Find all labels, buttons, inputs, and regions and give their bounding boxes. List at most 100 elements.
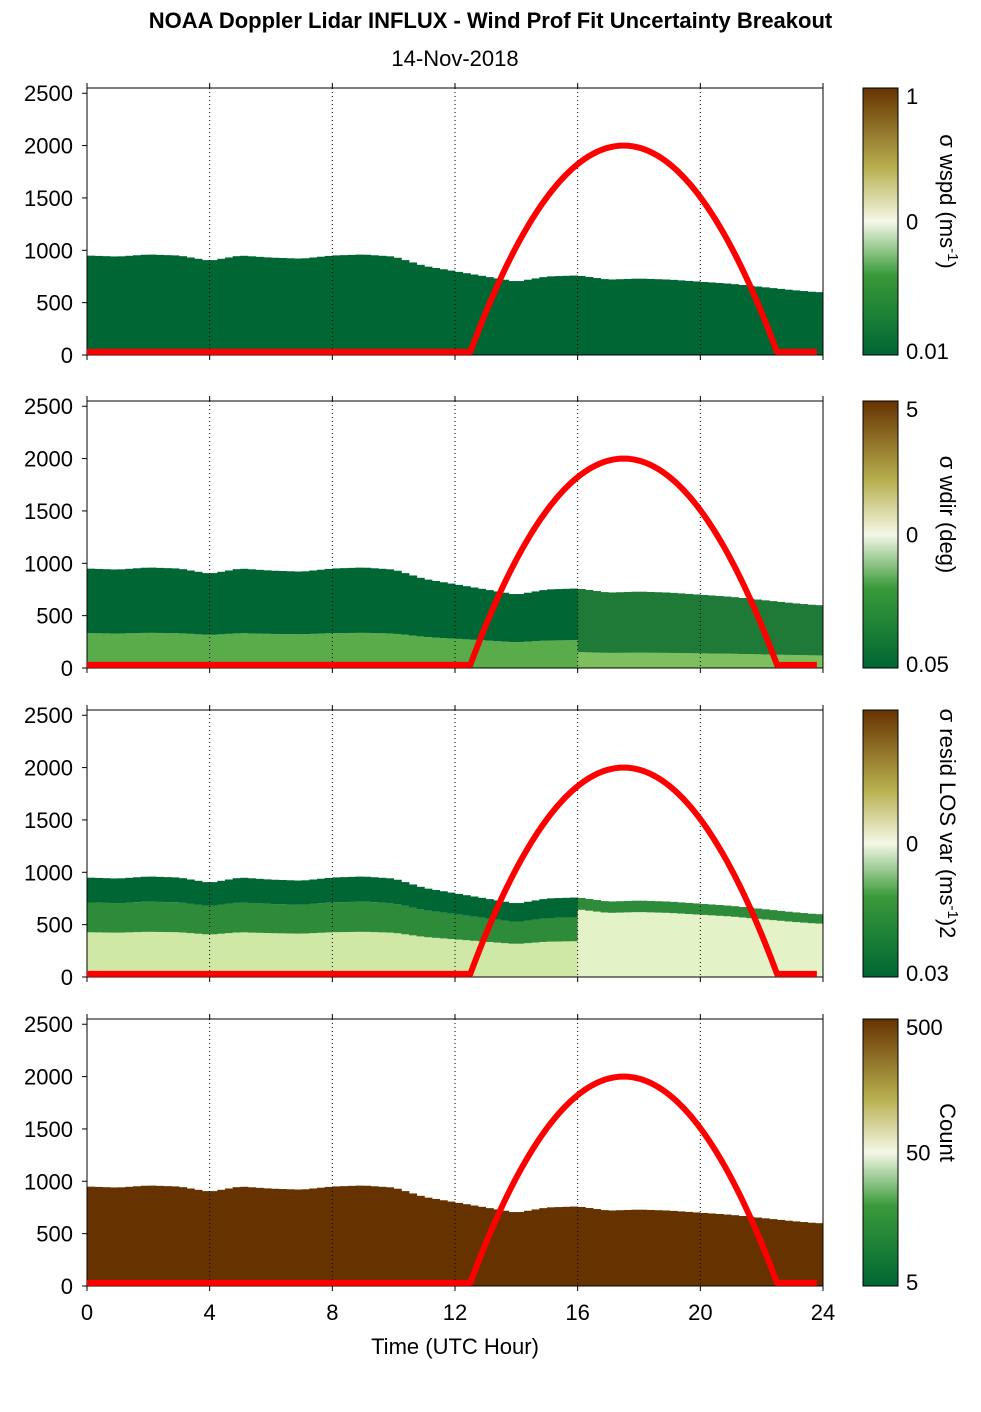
heatmap-cell [309,633,318,668]
heatmap-cell [232,902,241,933]
heatmap-cell [608,652,617,668]
heatmap-cell [493,1209,502,1286]
heatmap-cell [715,915,724,977]
heatmap-cell [455,1202,464,1286]
heatmap-cell [202,260,211,355]
heatmap-cell [455,584,464,639]
heatmap-cell [485,941,494,977]
heatmap-cell [186,570,195,634]
heatmap-cell [501,901,510,921]
heatmap-cell [554,1207,563,1286]
heatmap-cell [700,903,709,915]
heatmap-cell [217,634,226,668]
heatmap-cell [623,900,632,913]
heatmap-cell [554,276,563,355]
heatmap-cell [194,904,203,934]
heatmap-cell [577,652,586,668]
heatmap-cell [263,570,272,634]
heatmap-cell [531,641,540,668]
heatmap-cell [570,275,579,355]
heatmap-cell [140,254,149,355]
heatmap-cell [447,892,456,914]
heatmap-cell [209,1191,218,1286]
heatmap-cell [784,1220,793,1286]
heatmap-cell [309,933,318,977]
heatmap-cell [393,879,402,905]
heatmap-cell [117,256,126,355]
colorbar [862,709,899,978]
heatmap-cell [424,910,433,938]
colorbar-tick-label: 0 [906,210,918,235]
heatmap-cell [432,937,441,977]
heatmap-cell [378,255,387,355]
heatmap-cell [148,1185,157,1286]
heatmap-cell [708,915,717,977]
heatmap-cell [217,904,226,934]
heatmap-cell [263,1188,272,1286]
heatmap-cell [723,283,732,355]
heatmap-cell [731,653,740,668]
y-tick-label: 1500 [24,808,73,833]
heatmap-cell [194,933,203,977]
heatmap-cell [784,921,793,977]
heatmap-cell [738,597,747,654]
heatmap-cell [370,255,379,355]
y-tick-label: 2000 [24,1065,73,1090]
heatmap-cell [585,1207,594,1286]
heatmap-cell [547,941,556,977]
colorbar-tick-label: 0 [906,832,918,857]
panel-count: 0 500 1000 1500 2000 2500 500 50 5 Count [24,1012,960,1299]
heatmap-cell [485,1208,494,1287]
heatmap-cell [700,1212,709,1286]
heatmap-cell [171,568,180,634]
x-tick-label: 0 [81,1300,93,1325]
heatmap-cell [731,1215,740,1286]
heatmap-cell [294,571,303,635]
heatmap-cell [769,601,778,655]
heatmap-cell [133,877,142,903]
heatmap-cell [570,1206,579,1286]
heatmap-cell [347,1185,356,1287]
heatmap-cell [677,1211,686,1286]
heatmap-cell [209,573,218,635]
heatmap-cell [370,877,379,903]
heatmap-cell [148,567,157,633]
heatmap-cell [409,262,418,355]
heatmap-cell [255,878,264,904]
heatmap-cell [294,634,303,668]
heatmap-cell [232,569,241,634]
heatmap-cell [631,652,640,668]
heatmap-cell [202,634,211,668]
heatmap-cell [470,274,479,355]
heatmap-cell [416,936,425,977]
heatmap-cell [140,1185,149,1286]
heatmap-cell [692,594,701,654]
heatmap-cell [562,941,571,977]
heatmap-cell [447,583,456,639]
x-tick-label: 4 [204,1300,216,1325]
heatmap-cell [317,569,326,634]
heatmap-cell [217,258,226,355]
heatmap-cell [102,256,111,355]
heatmap-cell [271,904,280,934]
heatmap-cell [807,604,816,656]
heatmap-cell [378,633,387,668]
heatmap-cell [501,641,510,668]
heatmap-cell [179,256,188,355]
heatmap-cell [593,591,602,653]
heatmap-cell [163,902,172,933]
heatmap-cell [777,1219,786,1286]
heatmap-cell [363,876,372,902]
heatmap-cell [340,1186,349,1286]
heatmap-cell [163,568,172,634]
heatmap-cell [439,912,448,939]
heatmap-cell [455,893,464,915]
y-tick-label: 0 [61,656,73,681]
heatmap-cell [485,277,494,356]
heatmap-cell [639,591,648,653]
heatmap-cell [378,568,387,634]
colorbar-tick-label: 5 [906,1270,918,1295]
heatmap-cell [386,902,395,933]
heatmap-cell [455,271,464,355]
heatmap-cell [125,633,134,668]
